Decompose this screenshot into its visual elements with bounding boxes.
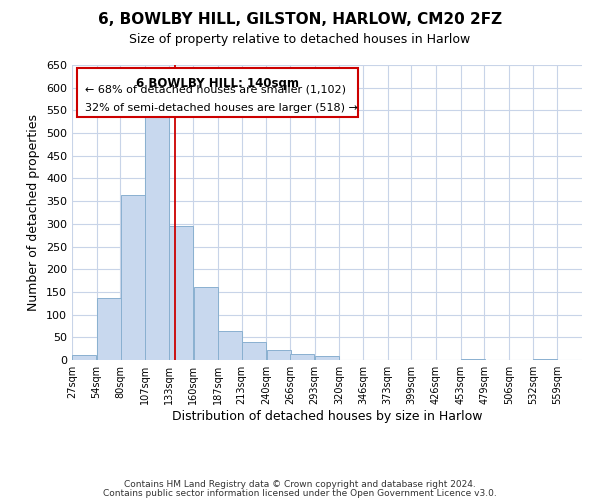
Bar [121,196,145,360]
Text: Contains public sector information licensed under the Open Government Licence v3: Contains public sector information licen… [103,490,497,498]
Bar [194,288,218,360]
Text: 6, BOWLBY HILL, GILSTON, HARLOW, CM20 2FZ: 6, BOWLBY HILL, GILSTON, HARLOW, CM20 2F… [98,12,502,28]
Bar [266,350,290,360]
Text: 32% of semi-detached houses are larger (518) →: 32% of semi-detached houses are larger (… [85,103,358,113]
Bar [73,356,96,360]
Bar [169,226,193,360]
Bar [533,358,557,360]
Text: 6 BOWLBY HILL: 140sqm: 6 BOWLBY HILL: 140sqm [136,77,299,90]
Bar [315,356,339,360]
Text: Contains HM Land Registry data © Crown copyright and database right 2024.: Contains HM Land Registry data © Crown c… [124,480,476,489]
X-axis label: Distribution of detached houses by size in Harlow: Distribution of detached houses by size … [172,410,482,423]
Bar [461,358,485,360]
Bar [145,116,169,360]
Bar [97,298,121,360]
Bar [218,330,242,360]
Bar [290,354,314,360]
Text: Size of property relative to detached houses in Harlow: Size of property relative to detached ho… [130,32,470,46]
Text: ← 68% of detached houses are smaller (1,102): ← 68% of detached houses are smaller (1,… [85,85,346,95]
Y-axis label: Number of detached properties: Number of detached properties [28,114,40,311]
FancyBboxPatch shape [77,68,358,116]
Bar [242,342,266,360]
